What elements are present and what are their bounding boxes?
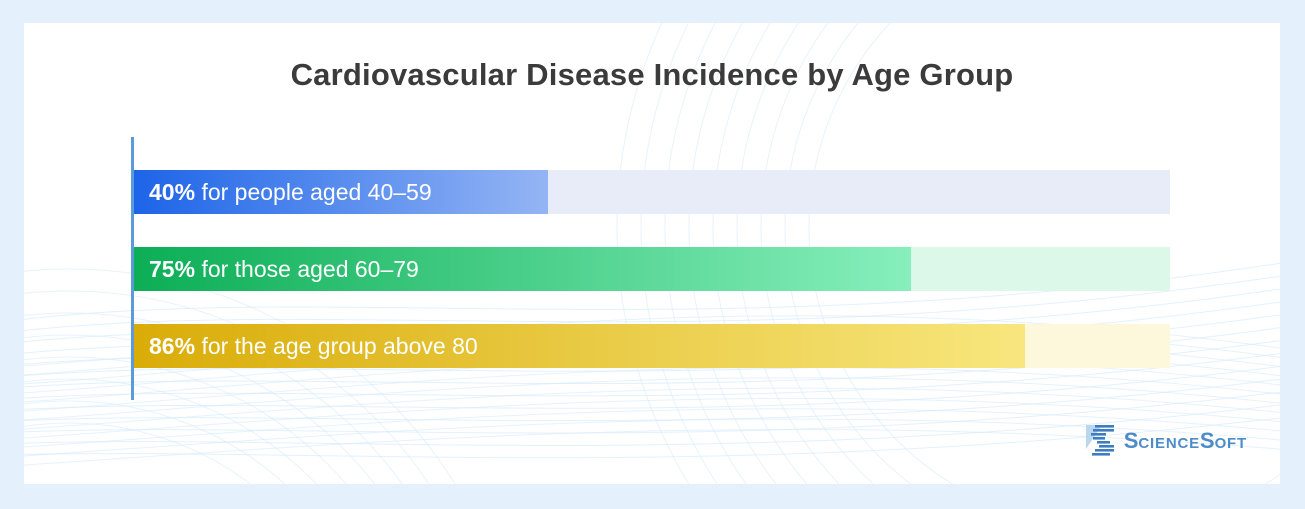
bar-percent: 75% (149, 256, 196, 282)
bar-track-aged-60-79: 75% for those aged 60–79 (134, 247, 1170, 291)
logo-letters: CIENCE (1138, 435, 1200, 452)
bar-description: for those aged 60–79 (201, 256, 419, 282)
bars-container: 40% for people aged 40–59 75% for those … (134, 170, 1170, 401)
logo-letter: S (1123, 428, 1139, 453)
bar-label-above-80: 86% for the age group above 80 (134, 324, 1025, 368)
bar-description: for the age group above 80 (201, 333, 478, 359)
page-title: Cardiovascular Disease Incidence by Age … (290, 57, 1014, 92)
bar-fill-aged-40-59: 40% for people aged 40–59 (134, 170, 549, 214)
bar-track-above-80: 86% for the age group above 80 (134, 324, 1170, 368)
bar-description: for people aged 40–59 (201, 179, 432, 205)
logo-letter: S (1199, 428, 1215, 453)
sciencesoft-logo-text: SCIENCESOFT (1124, 430, 1247, 452)
bar-percent: 40% (149, 179, 196, 205)
bar-fill-aged-60-79: 75% for those aged 60–79 (134, 247, 911, 291)
sciencesoft-logo: SCIENCESOFT (1085, 425, 1247, 457)
logo-letters: OFT (1214, 435, 1247, 452)
bar-fill-above-80: 86% for the age group above 80 (134, 324, 1025, 368)
chart-card: Cardiovascular Disease Incidence by Age … (24, 23, 1280, 484)
sciencesoft-logo-icon (1085, 425, 1114, 456)
bar-label-aged-60-79: 75% for those aged 60–79 (134, 247, 911, 291)
bar-track-aged-40-59: 40% for people aged 40–59 (134, 170, 1170, 214)
bar-chart: 40% for people aged 40–59 75% for those … (131, 137, 1171, 400)
bar-label-aged-40-59: 40% for people aged 40–59 (134, 170, 548, 214)
bar-percent: 86% (149, 333, 196, 359)
